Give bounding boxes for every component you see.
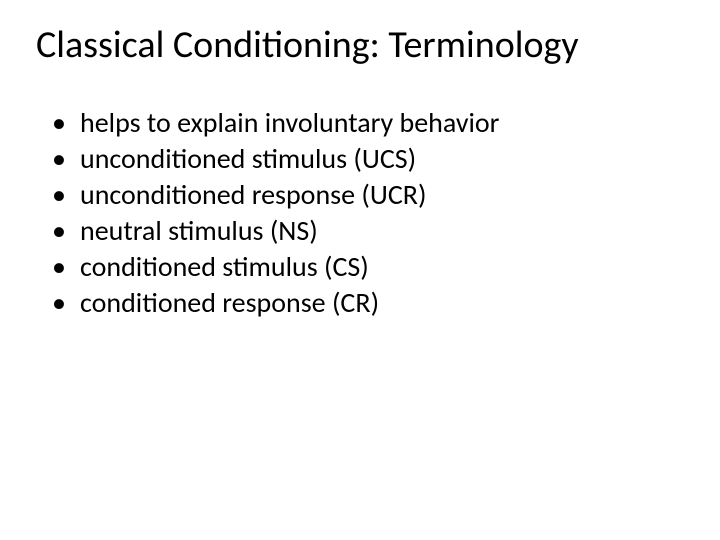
bullet-icon: • [48, 106, 80, 140]
list-item: • unconditioned response (UCR) [48, 178, 684, 214]
list-item: • conditioned stimulus (CS) [48, 250, 684, 286]
bullet-list: • helps to explain involuntary behavior … [36, 106, 684, 323]
list-item: • conditioned response (CR) [48, 286, 684, 322]
bullet-icon: • [48, 142, 80, 176]
bullet-icon: • [48, 178, 80, 212]
list-item-text: unconditioned stimulus (UCS) [80, 142, 684, 176]
list-item: • helps to explain involuntary behavior [48, 106, 684, 142]
list-item: • unconditioned stimulus (UCS) [48, 142, 684, 178]
slide: Classical Conditioning: Terminology • he… [0, 0, 720, 540]
bullet-icon: • [48, 214, 80, 248]
list-item-text: conditioned stimulus (CS) [80, 250, 684, 284]
slide-title: Classical Conditioning: Terminology [36, 24, 684, 68]
list-item-text: conditioned response (CR) [80, 286, 684, 320]
bullet-icon: • [48, 250, 80, 284]
list-item: • neutral stimulus (NS) [48, 214, 684, 250]
list-item-text: neutral stimulus (NS) [80, 214, 684, 248]
list-item-text: helps to explain involuntary behavior [80, 106, 684, 140]
list-item-text: unconditioned response (UCR) [80, 178, 684, 212]
bullet-icon: • [48, 286, 80, 320]
